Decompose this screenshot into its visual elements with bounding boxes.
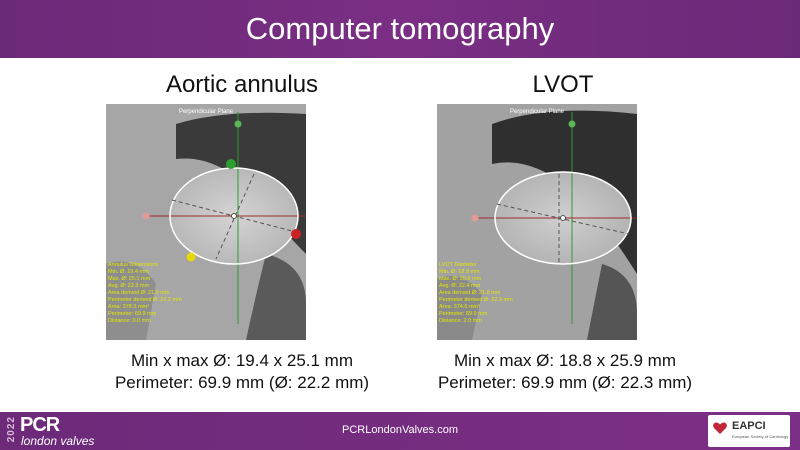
footer-bar: 2022 PCR london valves PCRLondonValves.c… [0,412,800,450]
min-max-diameter: Min x max Ø: 18.8 x 25.9 mm [453,351,676,370]
lvot-contour [494,171,632,265]
marker-yellow [186,252,196,262]
footer-brand-subtitle: london valves [21,434,95,448]
overlay-line: Avg. Ø: 22.3 mm [108,283,150,289]
overlay-line: Distance: 2.0 mm [439,318,482,324]
panel-lvot: LVOT Perpendicular Plane [403,70,723,392]
page-title: Computer tomography [245,11,555,46]
marker-green [226,159,236,169]
overlay-line: Annulus Dimensions [108,262,158,268]
overlay-line: Avg. Ø: 22.4 mm [439,283,481,289]
overlay-line: Perimeter derived Ø: 22.3 mm [439,297,513,303]
ct-image-lvot: Perpendicular Plane LVOT Diameter Min. Ø… [437,104,637,340]
footer-brand-logo: PCR [20,414,60,436]
eapci-logo-name: EAPCI [732,420,766,432]
heart-icon [713,422,727,434]
measurement-summary: Min x max Ø: 18.8 x 25.9 mm Perimeter: 6… [405,350,725,394]
overlay-line: Area: 378.3 mm² [108,304,149,310]
title-bar: Computer tomography [0,0,800,58]
overlay-line: Area derived Ø: 21.8 mm [439,290,501,296]
overlay-line: Perimeter: 69.9 mm [108,311,157,317]
panel-aortic-annulus: Aortic annulus Pe [82,70,402,392]
measurement-summary: Min x max Ø: 19.4 x 25.1 mm Perimeter: 6… [82,350,402,394]
plane-label: Perpendicular Plane [510,109,565,115]
overlay-line: Min. Ø: 18.8 mm [439,269,480,275]
ct-image-annulus: Perpendicular Plane Annulus Dimensions M… [106,104,306,340]
panel-title: Aortic annulus [165,71,319,98]
measurement-overlay: LVOT Diameter Min. Ø: 18.8 mm Max. Ø: 25… [439,262,513,324]
perimeter: Perimeter: 69.9 mm (Ø: 22.2 mm) [114,373,370,392]
overlay-line: Perimeter: 69.9 mm [439,311,488,317]
overlay-line: Distance: 0.0 mm [108,318,151,324]
plane-label: Perpendicular Plane [179,109,234,115]
min-max-diameter: Min x max Ø: 19.4 x 25.1 mm [130,351,353,370]
eapci-logo-sub: European Society of Cardiology [732,434,789,439]
overlay-line: Perimeter derived Ø: 22.2 mm [108,297,182,303]
overlay-line: Max. Ø: 25.9 mm [439,276,482,282]
footer-url-link[interactable]: PCRLondonValves.com [342,424,458,436]
panel-title: LVOT [532,71,594,98]
overlay-line: Area: 374.6 mm² [439,304,480,310]
marker-red [291,229,301,239]
measurement-overlay: Annulus Dimensions Min. Ø: 19.4 mm Max. … [108,262,182,324]
perimeter: Perimeter: 69.9 mm (Ø: 22.3 mm) [437,373,693,392]
eapci-logo: EAPCI European Society of Cardiology [708,415,790,447]
overlay-line: LVOT Diameter [439,262,477,268]
overlay-line: Max. Ø: 25.1 mm [108,276,151,282]
overlay-line: Area derived Ø: 21.9 mm [108,290,170,296]
overlay-line: Min. Ø: 19.4 mm [108,269,149,275]
